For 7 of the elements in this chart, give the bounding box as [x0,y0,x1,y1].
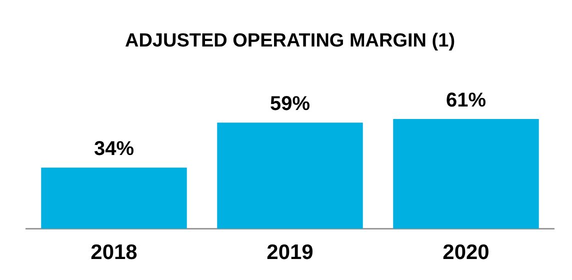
x-tick-label: 2020 [442,241,490,264]
x-tick-label: 2018 [90,241,138,264]
chart-title: ADJUSTED OPERATING MARGIN (1) [124,30,456,52]
data-label: 34% [94,138,134,160]
x-tick-label: 2019 [266,241,314,264]
data-label: 59% [270,93,310,116]
data-label: 61% [446,90,486,112]
